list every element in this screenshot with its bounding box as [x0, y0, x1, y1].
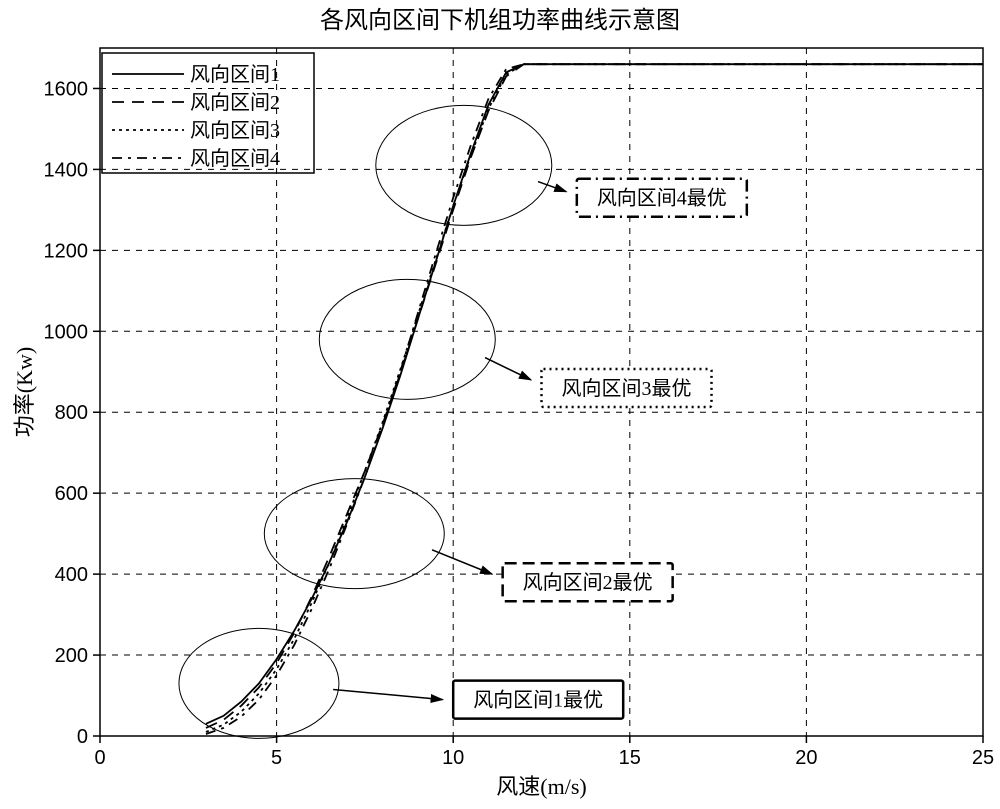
y-tick-label: 200: [55, 645, 88, 667]
callout-arrow-2: [432, 550, 492, 574]
callout-arrow-4: [538, 182, 566, 192]
legend-label-1: 风向区间1: [190, 63, 280, 86]
highlight-ellipse-3: [319, 279, 495, 399]
y-tick-label: 0: [77, 726, 88, 748]
callout-label-2: 风向区间2最优: [523, 571, 653, 594]
y-tick-label: 1400: [44, 159, 89, 181]
callout-label-1: 风向区间1最优: [473, 689, 603, 712]
x-tick-label: 20: [795, 747, 817, 769]
x-tick-label: 25: [972, 747, 994, 769]
y-tick-label: 800: [55, 402, 88, 424]
callout-arrow-3: [485, 358, 531, 380]
legend-label-2: 风向区间2: [190, 91, 280, 114]
y-axis-label: 功率(Kw): [12, 347, 37, 437]
x-tick-label: 10: [442, 747, 464, 769]
chart-title: 各风向区间下机组功率曲线示意图: [320, 7, 680, 34]
callout-label-4: 风向区间4最优: [597, 187, 727, 210]
y-tick-label: 600: [55, 483, 88, 505]
callout-label-3: 风向区间3最优: [562, 377, 692, 400]
x-tick-label: 15: [619, 747, 641, 769]
y-tick-label: 400: [55, 564, 88, 586]
x-tick-label: 5: [271, 747, 282, 769]
y-tick-label: 1200: [44, 240, 89, 262]
highlight-ellipse-4: [376, 105, 552, 225]
x-axis-label: 风速(m/s): [496, 774, 586, 799]
callout-arrow-1: [333, 689, 442, 699]
legend-label-3: 风向区间3: [190, 119, 280, 142]
power-curve-chart: 各风向区间下机组功率曲线示意图 0 5 10 15 20 25 0 200 400 600 800 10…: [0, 0, 1000, 809]
y-tick-label: 1600: [44, 78, 89, 100]
y-tick-label: 1000: [44, 321, 89, 343]
legend-label-4: 风向区间4: [190, 147, 280, 170]
x-tick-label: 0: [94, 747, 105, 769]
